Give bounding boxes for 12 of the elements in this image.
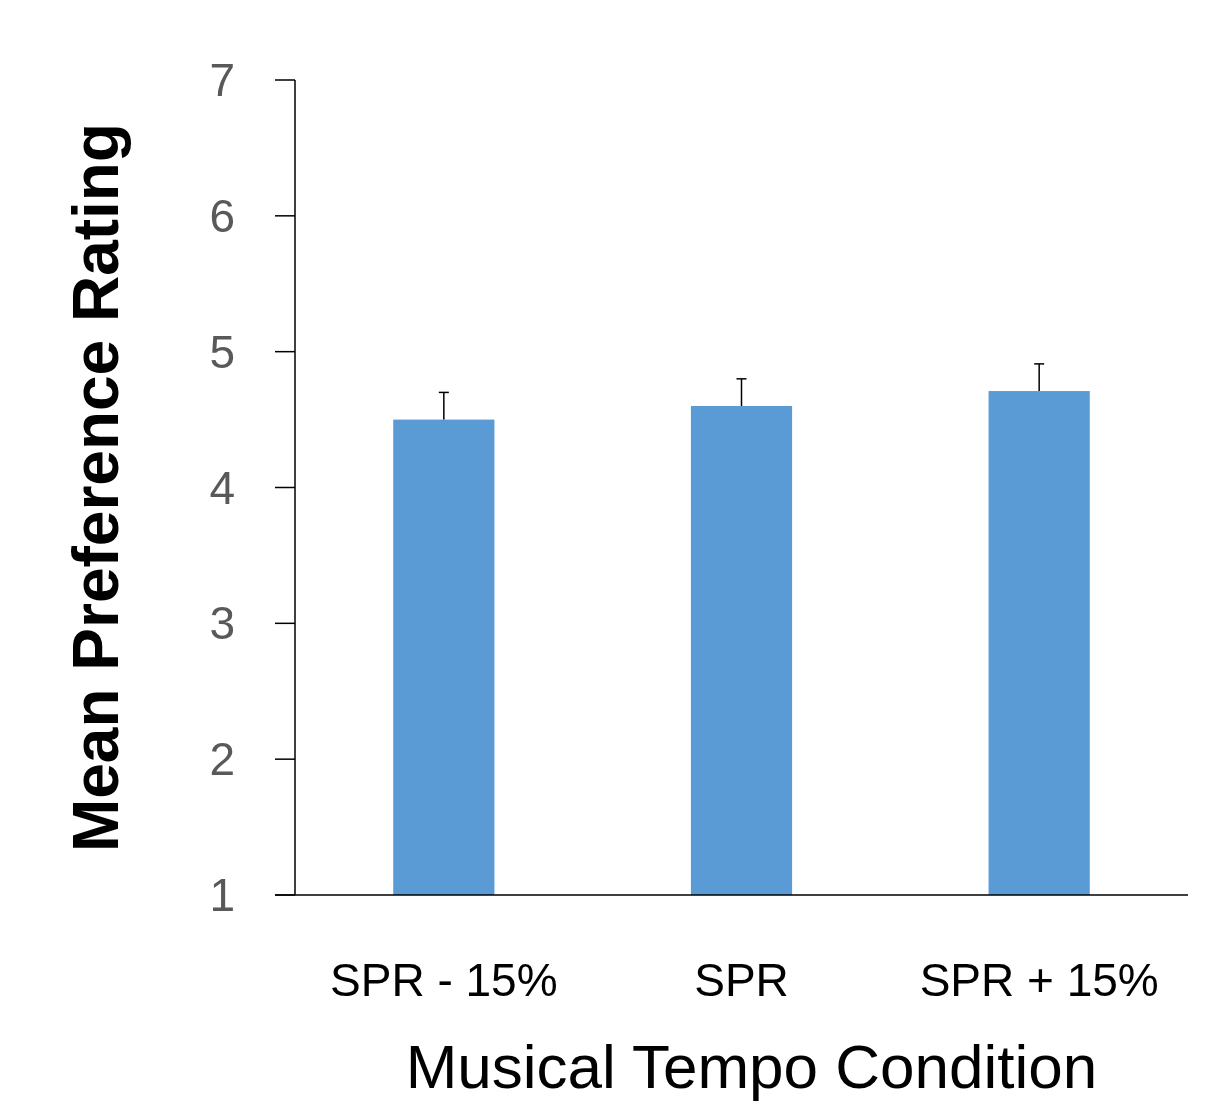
- y-tick-label: 2: [209, 733, 235, 786]
- y-tick-label: 1: [209, 869, 235, 922]
- y-axis-title: Mean Preference Rating: [60, 122, 132, 853]
- y-tick-label: 5: [209, 325, 235, 378]
- x-tick-label: SPR: [694, 954, 789, 1006]
- x-tick-label: SPR + 15%: [919, 954, 1159, 1006]
- y-tick-label: 6: [209, 189, 235, 242]
- y-tick-label: 7: [209, 54, 235, 107]
- y-tick-label: 3: [209, 597, 235, 650]
- x-tick-label: SPR - 15%: [330, 954, 558, 1006]
- x-axis-title: Musical Tempo Condition: [405, 1032, 1098, 1101]
- y-tick-label: 4: [209, 461, 235, 514]
